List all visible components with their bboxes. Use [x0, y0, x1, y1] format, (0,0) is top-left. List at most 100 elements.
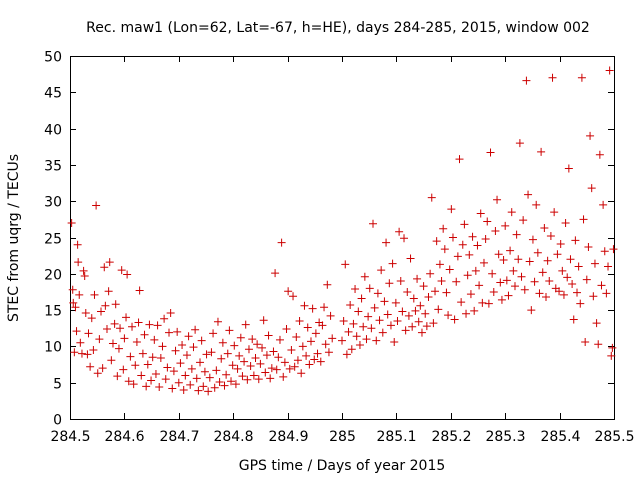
data-point	[119, 365, 128, 374]
data-point	[566, 255, 575, 264]
data-point	[160, 314, 169, 323]
data-point	[244, 345, 253, 354]
data-point	[153, 321, 162, 330]
data-point	[512, 230, 521, 239]
data-point	[134, 318, 143, 327]
data-point	[122, 313, 131, 322]
data-point	[290, 362, 299, 371]
data-point	[380, 297, 389, 306]
data-point	[573, 288, 582, 297]
data-point	[546, 232, 555, 241]
data-point	[227, 377, 236, 386]
data-point	[594, 340, 603, 349]
data-point	[220, 381, 229, 390]
data-point	[311, 329, 320, 338]
data-point	[341, 260, 350, 269]
data-point	[236, 333, 245, 342]
data-point	[261, 368, 270, 377]
data-point	[303, 323, 312, 332]
data-point	[569, 315, 578, 324]
x-tick-label: 284.6	[104, 429, 144, 445]
data-point	[225, 326, 234, 335]
y-tick-label: 35	[44, 159, 62, 175]
data-point	[561, 218, 570, 227]
data-point	[259, 316, 268, 325]
data-point	[274, 353, 283, 362]
data-point	[448, 233, 457, 242]
data-point	[520, 285, 529, 294]
data-point	[200, 367, 209, 376]
data-point	[515, 139, 524, 148]
data-point	[310, 355, 319, 364]
data-point	[241, 320, 250, 329]
data-point	[393, 316, 402, 325]
data-point	[138, 349, 147, 358]
data-point	[204, 387, 213, 396]
data-point	[453, 252, 462, 261]
data-point	[143, 360, 152, 369]
data-point	[71, 303, 80, 312]
data-point	[187, 364, 196, 373]
data-point	[69, 298, 78, 307]
data-point	[369, 219, 378, 228]
y-tick-label: 15	[44, 304, 62, 320]
data-point	[535, 289, 544, 298]
data-point	[98, 364, 107, 373]
data-point	[199, 382, 208, 391]
data-point	[217, 354, 226, 363]
data-point	[586, 131, 595, 140]
data-point	[108, 339, 117, 348]
data-point	[192, 374, 201, 383]
data-point	[378, 328, 387, 337]
data-point	[68, 285, 77, 294]
data-point	[349, 319, 358, 328]
data-point	[466, 290, 475, 299]
data-point	[124, 377, 133, 386]
data-point	[602, 289, 611, 298]
data-point	[471, 266, 480, 275]
data-point	[87, 314, 96, 323]
data-point	[113, 372, 122, 381]
data-point	[452, 277, 461, 286]
data-point	[238, 372, 247, 381]
data-point	[269, 347, 278, 356]
data-point	[102, 324, 111, 333]
data-point	[197, 336, 206, 345]
data-point	[280, 358, 289, 367]
data-point	[455, 155, 464, 164]
data-point	[295, 316, 304, 325]
x-tick-label: 285.2	[431, 429, 471, 445]
data-point	[556, 240, 565, 249]
data-point	[230, 341, 239, 350]
data-point	[251, 354, 260, 363]
data-point	[604, 262, 613, 271]
data-point	[111, 300, 120, 309]
data-point	[235, 351, 244, 360]
chart-title: Rec. maw1 (Lon=62, Lat=-67, h=HE), days …	[86, 20, 590, 36]
data-point	[207, 348, 216, 357]
data-point	[479, 258, 488, 267]
data-point	[114, 344, 123, 353]
y-tick-label: 0	[53, 413, 62, 429]
data-point	[86, 362, 95, 371]
data-point	[173, 327, 182, 336]
data-point	[83, 350, 92, 359]
data-point	[297, 369, 306, 378]
data-point	[605, 66, 614, 75]
data-point	[80, 271, 89, 280]
data-point	[383, 310, 392, 319]
data-point	[571, 236, 580, 245]
data-point	[429, 319, 438, 328]
data-point	[382, 238, 391, 247]
data-point	[388, 259, 397, 268]
data-point	[404, 311, 413, 320]
x-tick-label: 284.8	[213, 429, 253, 445]
data-point	[264, 331, 273, 340]
data-point	[496, 278, 505, 287]
data-point	[293, 356, 302, 365]
data-point	[326, 311, 335, 320]
data-point	[107, 356, 116, 365]
data-point	[550, 208, 559, 217]
data-point	[417, 328, 426, 337]
